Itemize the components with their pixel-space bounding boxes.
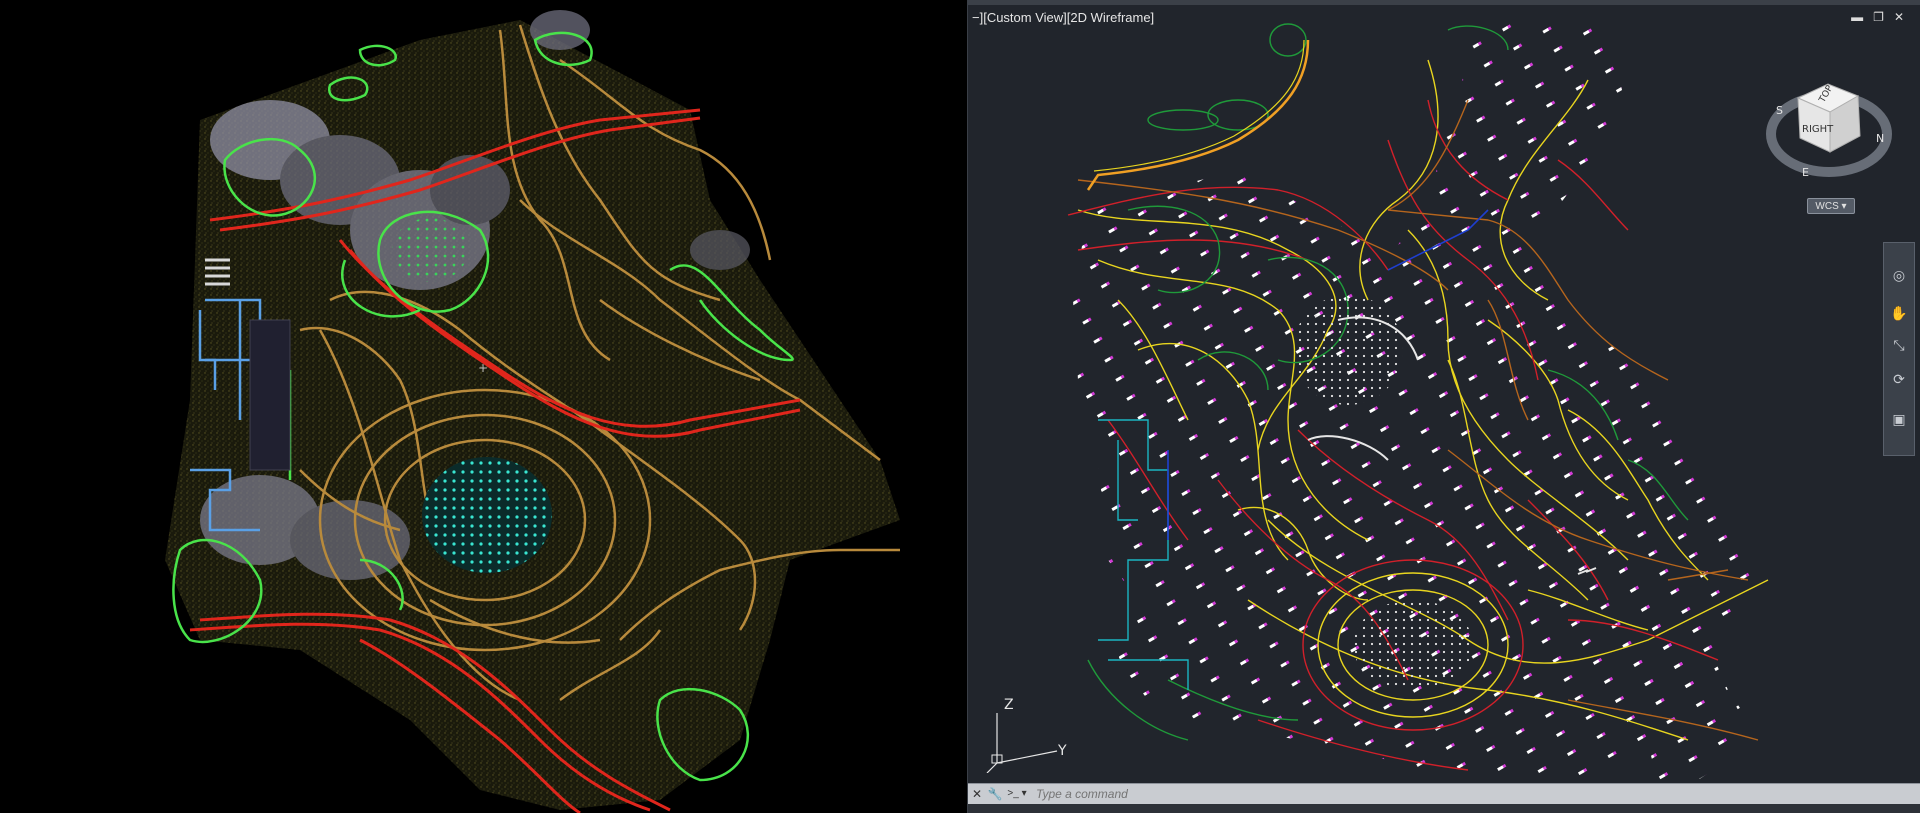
viewport-top-strip [968, 0, 1920, 5]
viewport-controls-label[interactable]: −][Custom View][2D Wireframe] [972, 10, 1155, 25]
recent-commands-icon[interactable]: >_ ▾ [1007, 788, 1027, 799]
orbit-icon[interactable]: ⟳ [1893, 371, 1905, 387]
compass-s-label: S [1776, 104, 1783, 117]
pan-icon[interactable]: ✋ [1890, 305, 1908, 321]
viewport-window-controls: ▬ ❐ ✕ [1851, 10, 1904, 24]
command-line: ✕ 🔧 >_ ▾ [968, 783, 1920, 804]
orange-road-edge [1093, 39, 1305, 172]
dotted-circle-north [1293, 295, 1403, 405]
green-contours [1087, 23, 1689, 741]
customize-icon[interactable]: 🔧 [987, 787, 1003, 801]
dotted-circle-south [1353, 600, 1473, 690]
surface-tick-area [1073, 20, 1758, 790]
east-tick-area [1548, 400, 1748, 800]
white-arc-north [1337, 316, 1419, 361]
point-cloud-viewport[interactable]: + [0, 0, 967, 813]
navigation-bar[interactable]: ◎ ✋ ⤡ ⟳ ▣ [1883, 242, 1915, 456]
white-arc [1307, 435, 1389, 461]
compass-e-label: E [1802, 166, 1809, 179]
ucs-y-label: Y [1058, 743, 1067, 759]
restore-icon[interactable]: ❐ [1873, 10, 1884, 24]
red-road-edges [189, 108, 801, 813]
red-contours [1067, 99, 1719, 771]
brown-contours [1077, 99, 1759, 741]
cyan-point-patch [422, 457, 552, 573]
ucs-icon: Z Y [982, 693, 1072, 774]
model-viewport[interactable]: −][Custom View][2D Wireframe] ▬ ❐ ✕ [967, 0, 1920, 813]
close-command-icon[interactable]: ✕ [971, 787, 983, 801]
viewcube-graphic: TOP RIGHT N S E [1766, 83, 1892, 179]
viewcube[interactable]: TOP RIGHT N S E WCS ▾ [1764, 72, 1894, 222]
showmotion-icon[interactable]: ▣ [1892, 411, 1906, 427]
wcs-menu-button[interactable]: WCS ▾ [1807, 198, 1855, 214]
close-icon[interactable]: ✕ [1893, 10, 1904, 24]
steering-wheel-icon[interactable]: ◎ [1892, 267, 1906, 283]
point-cloud-scene: + [165, 10, 900, 813]
white-road-marks [1577, 567, 1597, 575]
minimize-icon[interactable]: ▬ [1851, 10, 1864, 24]
orange-road [1086, 39, 1310, 191]
ucs-z-label: Z [1004, 697, 1014, 713]
viewcube-right-label: RIGHT [1802, 124, 1834, 135]
tan-contours [299, 24, 900, 702]
green-point-patch [392, 218, 468, 282]
status-bar [968, 804, 1920, 813]
command-input[interactable] [1030, 784, 1920, 804]
blue-feature-lines [1167, 209, 1489, 540]
cad-drawing [1067, 20, 1769, 800]
dark-building-roof [249, 319, 291, 471]
yellow-contours [1077, 59, 1769, 741]
zoom-extents-icon[interactable]: ⤡ [1893, 337, 1905, 353]
compass-n-label: N [1876, 132, 1884, 145]
white-stripes [205, 258, 230, 286]
ucs-axes [986, 713, 1058, 774]
cursor-crosshair: + [478, 361, 488, 375]
